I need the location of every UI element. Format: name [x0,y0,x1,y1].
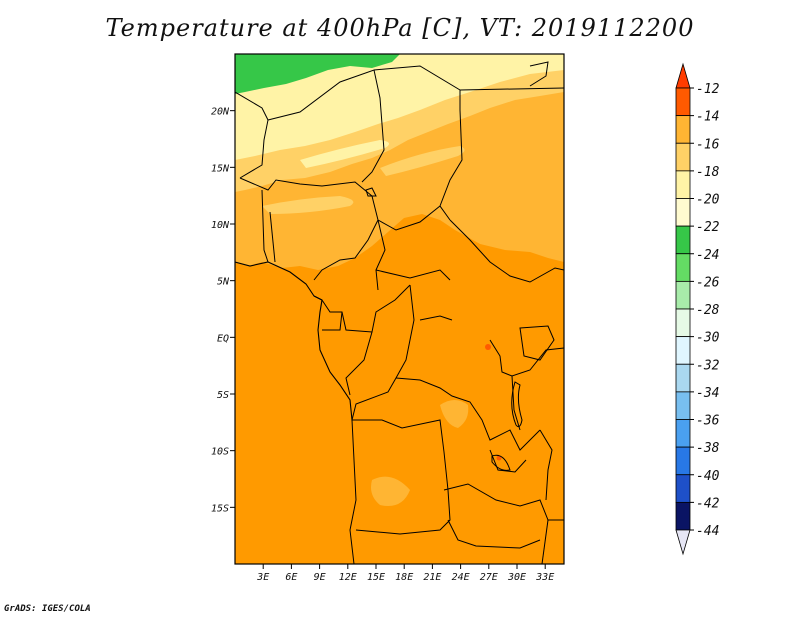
colorbar-label: -14 [696,110,719,125]
contour-field-18-streak-2 [380,146,465,176]
colorbar-segment [675,419,691,448]
y-axis: 20N 15N 10N 5N EQ 5S 10S 15S [211,107,235,514]
y-tick-label: 5S [217,390,229,401]
map-plot-area [235,54,564,564]
y-tick-label: 15N [211,163,230,174]
colorbar-label: -26 [696,275,720,290]
x-tick-label: 33E [535,572,554,583]
colorbar-segment [675,363,691,393]
contour-field-16-lobe [440,400,469,428]
x-axis: 3E 6E 9E 12E 15E 18E 21E 24E 27E 30E 33E [256,564,554,583]
contour-field-20 [235,54,564,160]
y-tick-label: 20N [211,107,230,118]
x-tick-label: 18E [395,572,413,583]
x-tick-label: 3E [256,572,269,583]
colorbar-label: -18 [696,165,720,180]
colorbar-segment [675,391,691,420]
y-tick-label: 15S [211,503,229,514]
x-tick-label: 24E [452,572,470,583]
coastline [235,261,353,421]
colorbar-label: -28 [696,303,720,318]
colorbar-segment [675,87,691,117]
colorbar-label: -16 [696,137,720,152]
colorbar-legend: -12 -14 -16 -18 -20 -22 -24 -26 -28 -30 -32 -34 -36 -… [675,62,720,556]
x-tick-label: 12E [339,572,357,583]
colorbar-segment [675,115,691,144]
y-tick-label: 10S [211,447,229,458]
colorbar-label: -22 [696,220,720,235]
colorbar-bottom-arrow [675,529,691,556]
contour-field-20-streak [300,140,389,168]
map-title: Temperature at 400hPa [C], VT: 201911220… [105,14,695,42]
y-tick-label: 10N [211,220,230,231]
colorbar-top-arrow [675,62,691,89]
colorbar-segment [675,308,691,338]
colorbar-segment [675,336,691,365]
map-frame [234,53,565,565]
country-borders [235,61,564,564]
colorbar-label: -30 [696,331,720,346]
colorbar-segment [675,446,691,476]
colorbar-segment [675,142,691,172]
colorbar-segment [675,253,691,282]
contour-field-16-lobe-south [371,476,410,506]
colorbar-label: -24 [696,248,719,263]
colorbar-label: -36 [696,414,720,429]
colorbar-label: -12 [696,82,720,97]
colorbar-segment [675,198,691,227]
colorbar-label: -44 [696,524,719,539]
colorbar-segment [675,170,691,199]
colorbar-segment [675,474,691,503]
x-tick-label: 30E [507,572,526,583]
contour-field-18-streak [262,196,354,214]
x-tick-label: 21E [423,572,441,583]
x-tick-label: 27E [480,572,498,583]
colorbar-label: -20 [696,193,720,208]
contour-field-24 [235,54,400,94]
x-tick-label: 6E [285,572,297,583]
x-tick-label: 9E [314,572,326,583]
grads-credit: GrADS: IGES/COLA [4,604,91,614]
y-tick-label: EQ [217,333,229,344]
colorbar-label: -32 [696,358,720,373]
warm-spot [496,455,502,461]
colorbar-label: -40 [696,469,720,484]
colorbar-segment [675,501,691,531]
colorbar-label: -38 [696,441,720,456]
colorbar-segment [675,280,691,310]
colorbar-label: -34 [696,386,719,401]
colorbar-segment [675,225,691,255]
colorbar-label: -42 [696,496,720,511]
y-tick-label: 5N [217,277,230,288]
x-tick-label: 15E [367,572,385,583]
warm-spot [485,344,491,350]
